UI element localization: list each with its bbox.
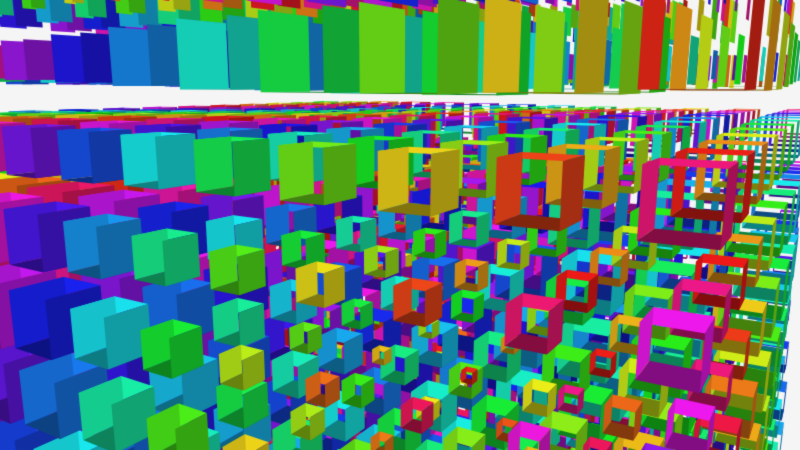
plot-canvas[interactable] (0, 0, 800, 450)
figure-container[interactable]: Dense three dimensional lattice of rainb… (0, 0, 800, 450)
